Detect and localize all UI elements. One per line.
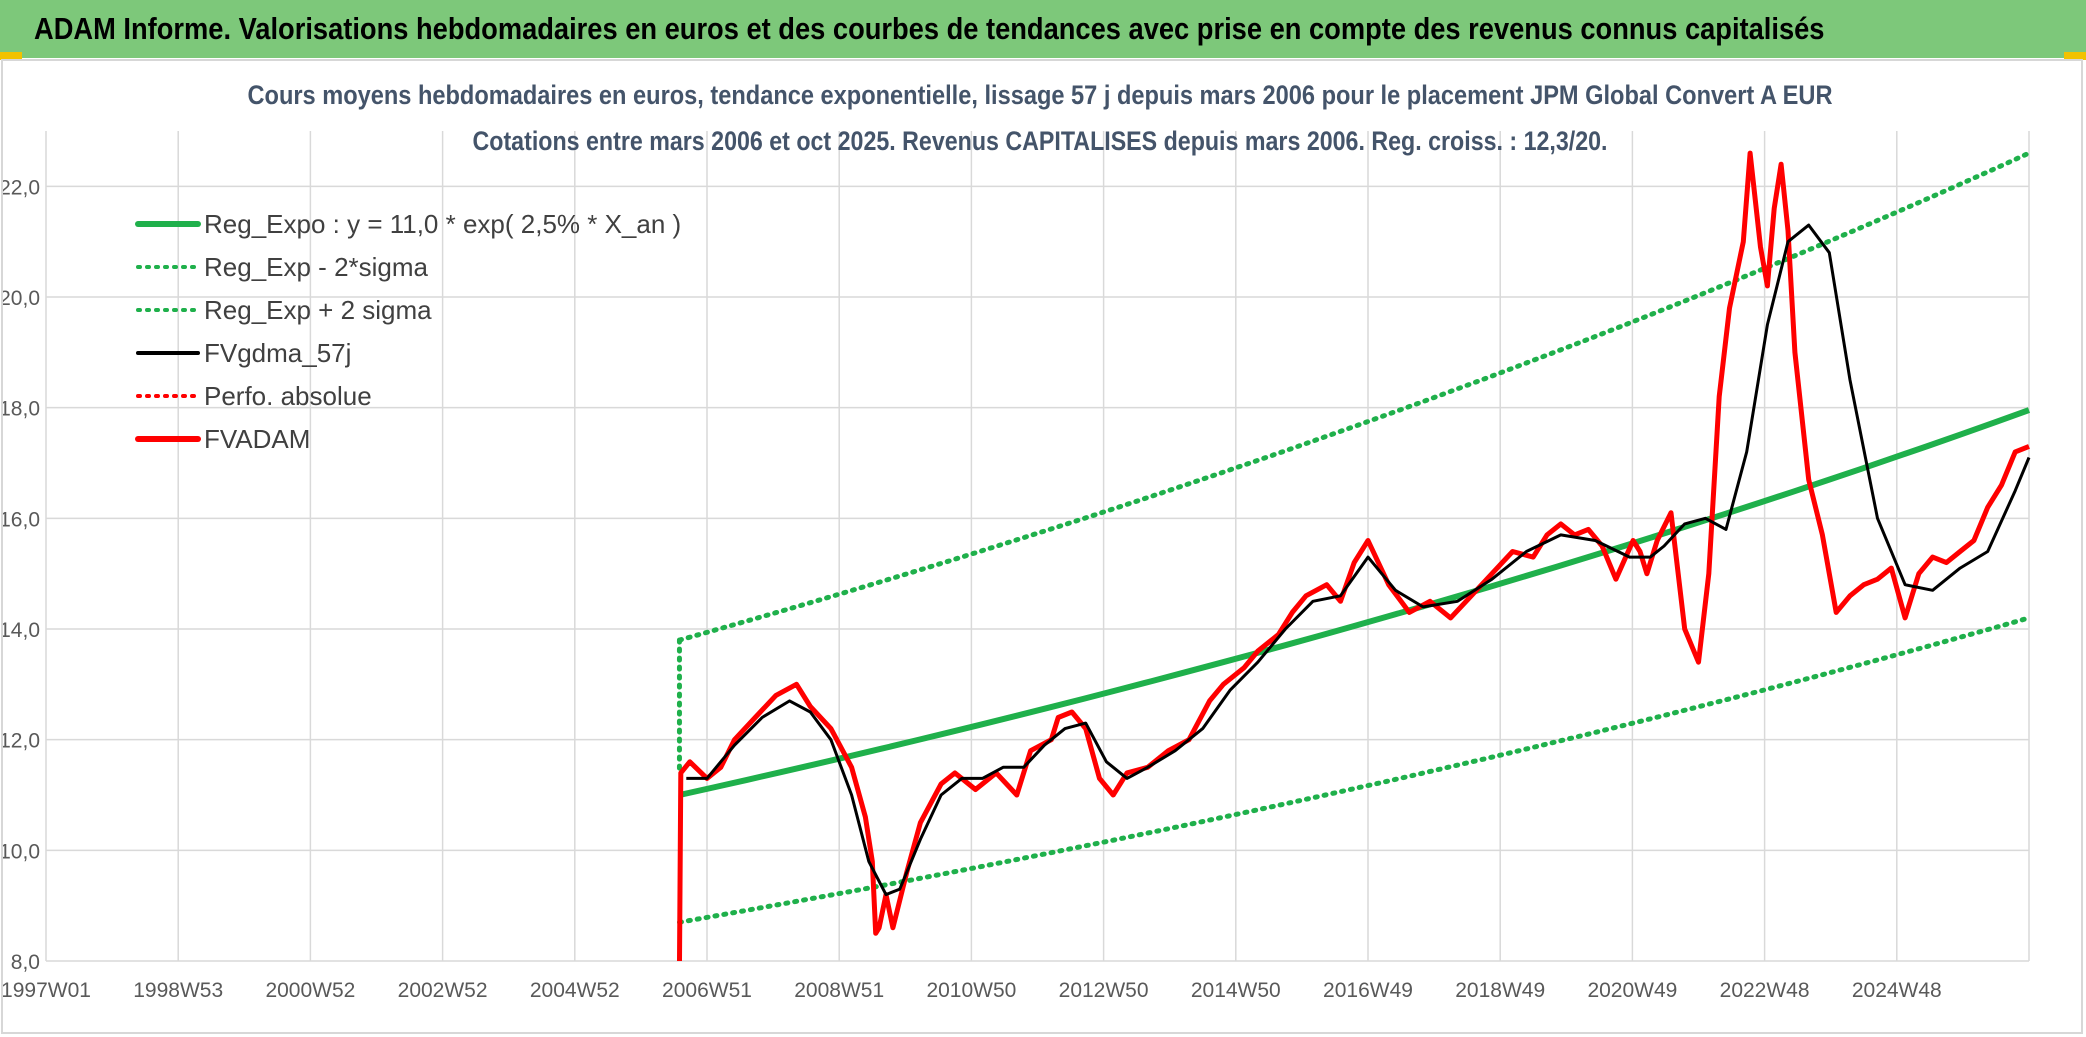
legend-label: FVgdma_57j	[204, 338, 351, 368]
x-tick-label: 1998W53	[133, 979, 223, 1002]
x-tick-label: 2016W49	[1323, 979, 1413, 1002]
x-tick-label: 2008W51	[794, 979, 884, 1002]
chart-subtitle: Cotations entre mars 2006 et oct 2025. R…	[473, 126, 1608, 156]
corner-marker-left	[0, 52, 22, 60]
y-tick-label: 8,0	[11, 951, 40, 974]
x-tick-label: 2012W50	[1059, 979, 1149, 1002]
grid	[45, 131, 2030, 962]
x-tick-label: 2002W52	[398, 979, 488, 1002]
series-reg-exp-minus-2sigma	[677, 615, 2032, 925]
x-tick-label: 2018W49	[1455, 979, 1545, 1002]
legend: Reg_Expo : y = 11,0 * exp( 2,5% * X_an )…	[135, 209, 681, 454]
series-fvadam	[677, 150, 2030, 962]
y-tick-label: 16,0	[3, 508, 40, 531]
legend-label: Reg_Expo : y = 11,0 * exp( 2,5% * X_an )	[204, 209, 681, 239]
header-bar: ADAM Informe. Valorisations hebdomadaire…	[0, 0, 2086, 58]
x-tick-label: 2004W52	[530, 979, 620, 1002]
series-reg-expo	[678, 407, 2031, 798]
x-tick-label: 2006W51	[662, 979, 752, 1002]
legend-label: Reg_Exp + 2 sigma	[204, 295, 432, 325]
y-axis-labels: 8,0 10,0 12,0 14,0 16,0 18,0 20,0 22,0	[3, 176, 40, 974]
x-tick-label: 2024W48	[1852, 979, 1942, 1002]
series-reg-exp-plus-2sigma	[677, 150, 2032, 643]
plot-area	[676, 150, 2032, 962]
line-chart: Cours moyens hebdomadaires en euros, ten…	[3, 80, 2032, 1002]
legend-label: Perfo. absolue	[204, 381, 372, 411]
x-tick-label: 1997W01	[3, 979, 91, 1002]
x-axis-labels: 1997W01 1998W53 2000W52 2002W52 2004W52 2006W…	[3, 979, 1942, 1002]
legend-label: FVADAM	[204, 424, 310, 454]
x-tick-label: 2014W50	[1191, 979, 1281, 1002]
y-tick-label: 14,0	[3, 619, 40, 642]
chart-frame: Cours moyens hebdomadaires en euros, ten…	[1, 59, 2083, 1034]
y-tick-label: 20,0	[3, 287, 40, 310]
y-tick-label: 12,0	[3, 730, 40, 753]
y-tick-label: 10,0	[3, 840, 40, 863]
legend-label: Reg_Exp - 2*sigma	[204, 252, 429, 282]
y-tick-label: 22,0	[3, 176, 40, 199]
corner-marker-right	[2064, 52, 2086, 60]
x-tick-label: 2022W48	[1720, 979, 1810, 1002]
x-tick-label: 2000W52	[265, 979, 355, 1002]
x-tick-label: 2010W50	[926, 979, 1016, 1002]
y-tick-label: 18,0	[3, 398, 40, 421]
series-fvgdma-57j	[686, 223, 2031, 897]
header-title: ADAM Informe. Valorisations hebdomadaire…	[34, 11, 1825, 46]
chart-title: Cours moyens hebdomadaires en euros, ten…	[248, 80, 1833, 110]
x-tick-label: 2020W49	[1587, 979, 1677, 1002]
